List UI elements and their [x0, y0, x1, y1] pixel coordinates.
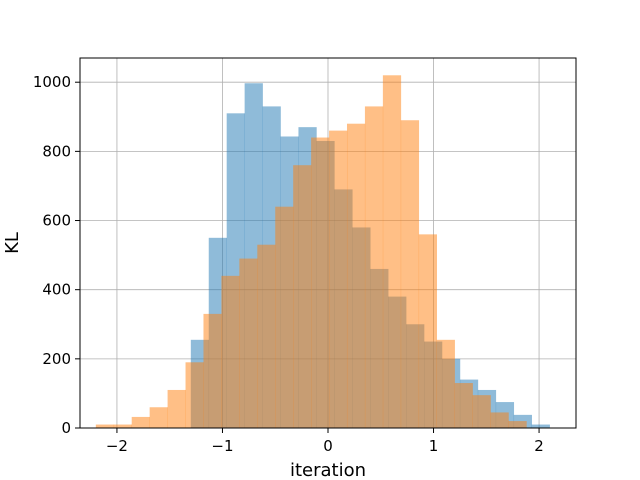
- histogram-bar-series-2: [508, 421, 527, 428]
- histogram-bar-series-2: [167, 389, 186, 428]
- histogram-bar-series-2: [472, 395, 491, 428]
- y-tick-label: 0: [61, 419, 71, 437]
- histogram-bar-series-1: [531, 424, 550, 428]
- x-tick-label: 2: [534, 437, 544, 455]
- y-tick-label: 200: [42, 350, 71, 368]
- y-tick-label: 400: [42, 281, 71, 299]
- histogram-bar-series-2: [329, 130, 348, 428]
- y-tick-label: 1000: [33, 73, 71, 91]
- histogram-bar-series-2: [185, 362, 204, 428]
- histogram-bar-series-2: [454, 383, 473, 428]
- histogram-bar-series-2: [346, 123, 366, 429]
- histogram-bar-series-2: [113, 424, 133, 428]
- histogram-bar-series-2: [131, 416, 150, 428]
- histogram-bar-series-2: [364, 106, 384, 428]
- histogram-bar-series-2: [257, 244, 276, 428]
- histogram-bar-series-2: [400, 120, 420, 429]
- x-tick-label: 1: [429, 437, 439, 455]
- histogram-bar-series-2: [239, 258, 258, 428]
- histogram-bar-series-2: [221, 275, 240, 428]
- histogram-bar-series-2: [149, 407, 168, 428]
- histogram-bar-series-2: [418, 234, 437, 428]
- histogram-bar-series-2: [490, 412, 509, 428]
- axis-ticks: −2 −1 0 1 2 0 200 400 600 800 1000: [33, 73, 544, 455]
- y-tick-label: 600: [42, 212, 71, 230]
- x-tick-label: 0: [323, 437, 333, 455]
- histogram-bar-series-2: [382, 75, 402, 428]
- histogram-bar-series-2: [311, 137, 330, 428]
- histogram-bar-series-2: [275, 206, 294, 428]
- x-axis-label: iteration: [290, 460, 366, 480]
- histogram-bars: [95, 75, 550, 429]
- histogram-bar-series-2: [293, 165, 312, 428]
- x-tick-label: −1: [211, 437, 233, 455]
- histogram-bar-series-2: [436, 339, 455, 428]
- y-tick-label: 800: [42, 142, 71, 160]
- y-axis-label: KL: [2, 232, 23, 254]
- histogram-bar-series-2: [95, 424, 115, 428]
- histogram-bar-series-2: [203, 313, 222, 428]
- x-tick-label: −2: [106, 437, 128, 455]
